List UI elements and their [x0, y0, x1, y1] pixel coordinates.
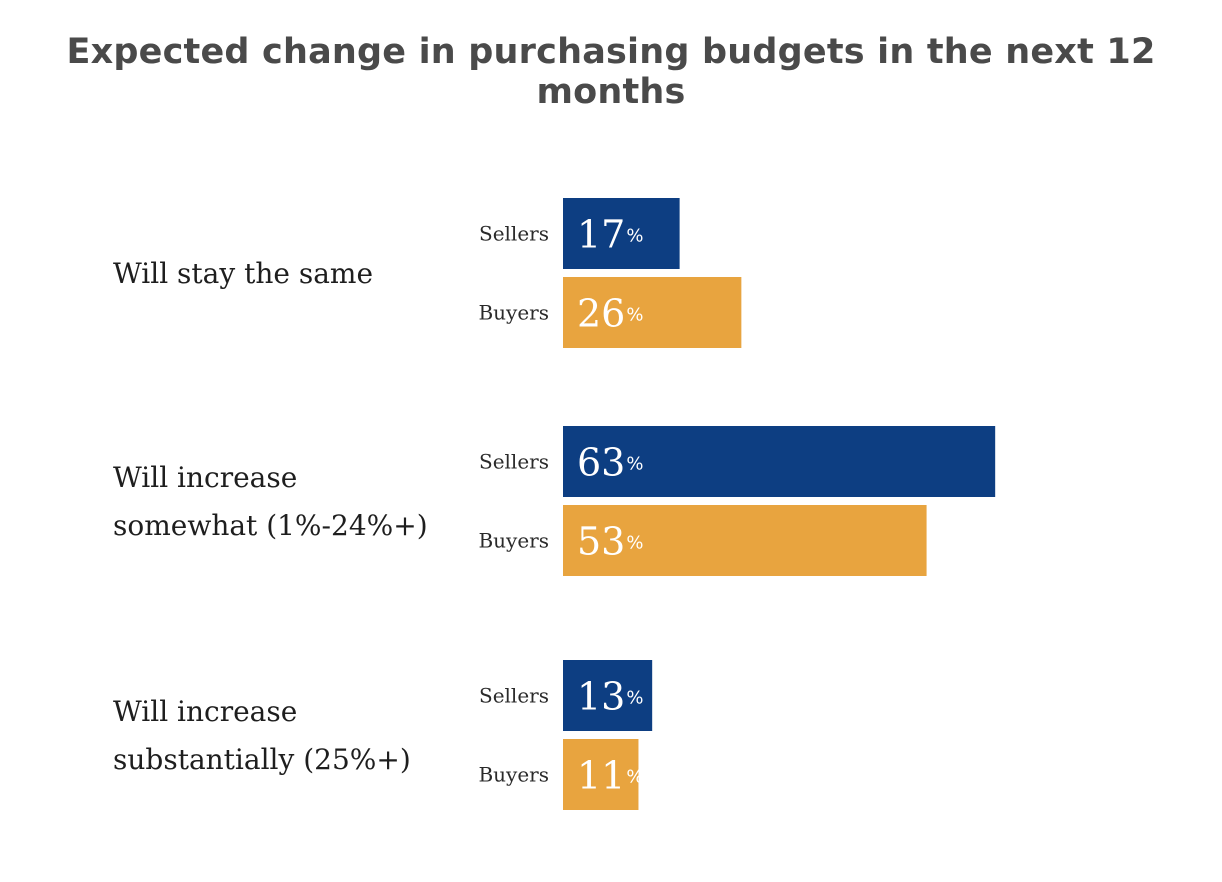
bar-buyers — [563, 739, 639, 810]
data-label-suffix: % — [626, 226, 643, 247]
data-label-value: 26 — [577, 292, 625, 336]
data-label: 53% — [577, 520, 643, 564]
category-label: Will increase somewhat (1%-24%+) — [113, 461, 428, 542]
data-label: 63% — [577, 441, 643, 485]
category-label-line: somewhat (1%-24%+) — [113, 509, 428, 542]
bar-sellers — [563, 198, 680, 269]
data-label-suffix: % — [626, 688, 643, 709]
series-label-buyers: Buyers — [478, 763, 549, 787]
series-label-sellers: Sellers — [479, 450, 549, 474]
category-label: Will stay the same — [113, 257, 373, 290]
data-label-value: 11 — [577, 754, 625, 798]
series-label-sellers: Sellers — [479, 222, 549, 246]
chart-title: Expected change in purchasing budgets in… — [66, 32, 1156, 112]
data-label-suffix: % — [626, 305, 643, 326]
category-label-line: Will increase — [113, 461, 297, 494]
data-label-value: 53 — [577, 520, 625, 564]
bar-sellers — [563, 426, 996, 497]
data-label-value: 17 — [577, 213, 625, 257]
series-label-sellers: Sellers — [479, 684, 549, 708]
data-label: 26% — [577, 292, 643, 336]
bar-buyers — [563, 277, 742, 348]
data-label-suffix: % — [626, 533, 643, 554]
category-label: Will increase substantially (25%+) — [113, 695, 411, 776]
data-label: 13% — [577, 675, 643, 719]
category-label-line: Will increase — [113, 695, 297, 728]
data-label-value: 63 — [577, 441, 625, 485]
bar-buyers — [563, 505, 927, 576]
data-label-suffix: % — [626, 454, 643, 475]
data-label: 17% — [577, 213, 643, 257]
category-label-line: substantially (25%+) — [113, 743, 411, 776]
data-label-suffix: % — [626, 767, 643, 788]
series-label-buyers: Buyers — [478, 301, 549, 325]
bar-sellers — [563, 660, 653, 731]
data-label: 11% — [577, 754, 643, 798]
category-label-line: Will stay the same — [113, 257, 373, 290]
data-label-value: 13 — [577, 675, 625, 719]
series-label-buyers: Buyers — [478, 529, 549, 553]
